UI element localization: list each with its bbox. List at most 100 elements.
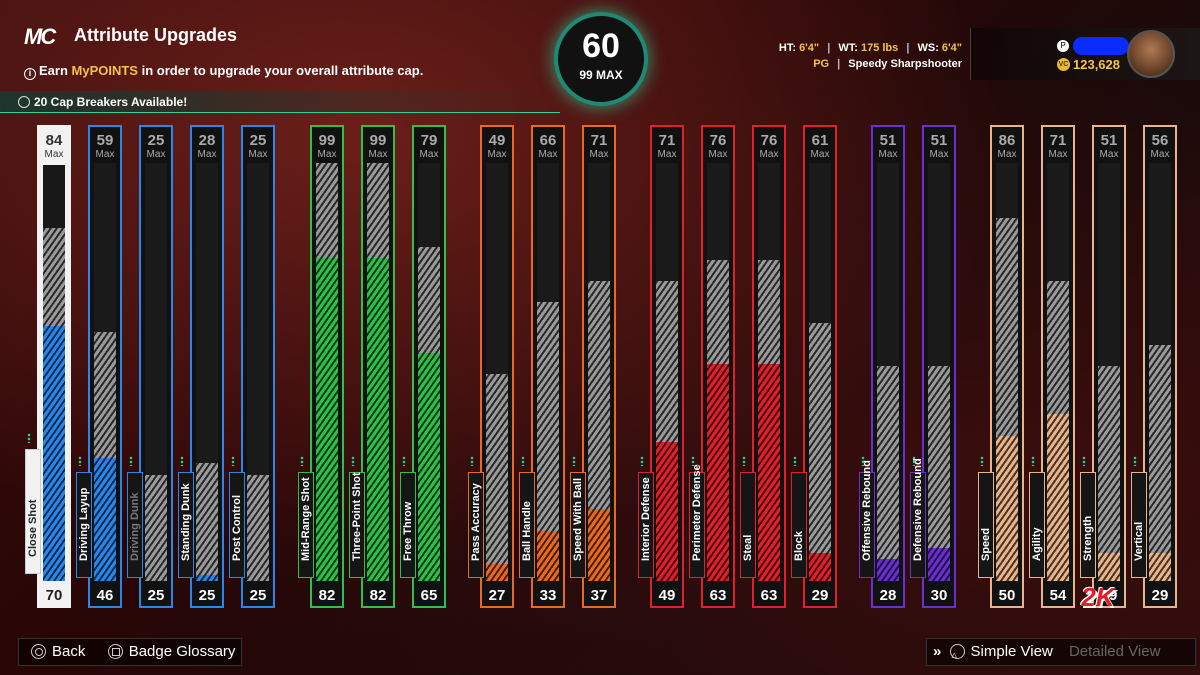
attribute-max-label: Max	[589, 149, 609, 160]
attribute-name: Three-Point Shot	[351, 472, 363, 561]
overall-rating: 60 99 MAX	[558, 16, 644, 102]
attribute-name-tab: Steal	[740, 472, 756, 578]
attribute-name: Vertical	[1133, 521, 1145, 561]
attribute-name-tab: Speed With Ball	[570, 472, 586, 578]
attribute-column[interactable]: 79 Max 65 Free Throw	[400, 125, 446, 608]
attribute-max-bar	[486, 374, 508, 581]
attribute-max-bar	[1149, 344, 1171, 581]
attribute-current-bar	[1149, 553, 1171, 581]
attribute-max-bar	[1098, 365, 1120, 581]
attribute-max-label: Max	[538, 149, 558, 160]
info-prefix: Earn	[39, 63, 72, 78]
attribute-max-value: 56	[1151, 132, 1169, 149]
attribute-max-value: 51	[879, 132, 897, 149]
upgrade-dots-icon	[521, 456, 525, 466]
attribute-name: Post Control	[231, 495, 243, 561]
attribute-bar-track	[145, 163, 167, 581]
attribute-column[interactable]: 28 Max 25 Standing Dunk	[178, 125, 224, 608]
attribute-current-bar	[656, 441, 678, 581]
attribute-column[interactable]: 99 Max 82 Three-Point Shot	[349, 125, 395, 608]
attribute-current-value: 63	[760, 587, 778, 604]
player-info: HT: 6'4" | WT: 175 lbs | WS: 6'4" PG | S…	[779, 40, 962, 72]
upgrade-dots-icon	[640, 456, 644, 466]
attribute-name: Ball Handle	[521, 501, 533, 561]
attribute-current-value: 25	[198, 587, 216, 604]
attribute-max-label: Max	[44, 149, 64, 160]
circle-button-icon	[31, 644, 46, 659]
attribute-column[interactable]: 71 Max 49 Interior Defense	[638, 125, 684, 608]
attribute-max-label: Max	[657, 149, 677, 160]
attribute-column[interactable]: 61 Max 29 Block	[791, 125, 837, 608]
detailed-view-button[interactable]: Detailed View	[1068, 643, 1161, 660]
upgrade-dots-icon	[793, 456, 797, 466]
footer-left: Back Badge Glossary	[18, 638, 242, 666]
upgrade-dots-icon	[129, 456, 133, 466]
attribute-column[interactable]: 76 Max 63 Perimeter Defense	[689, 125, 735, 608]
attribute-column[interactable]: 66 Max 33 Ball Handle	[519, 125, 565, 608]
info-icon: i	[24, 68, 36, 80]
upgrade-dots-icon	[470, 456, 474, 466]
attribute-name: Pass Accuracy	[470, 483, 482, 561]
attribute-max-label: Max	[146, 149, 166, 160]
attribute-current-value: 49	[658, 587, 676, 604]
attribute-max-value: 51	[930, 132, 948, 149]
attribute-bar-track	[43, 165, 65, 581]
attribute-column[interactable]: 59 Max 46 Driving Layup	[76, 125, 122, 608]
attribute-bar-track	[367, 163, 389, 581]
upgrade-dots-icon	[351, 456, 355, 466]
attribute-column[interactable]: 51 Max 29 Strength	[1080, 125, 1126, 608]
badge-glossary-button[interactable]: Badge Glossary	[107, 643, 235, 660]
attribute-column[interactable]: 84 Max 70 Close Shot	[25, 125, 71, 608]
upgrade-dots-icon	[572, 456, 576, 466]
attribute-current-bar	[1047, 413, 1069, 581]
attribute-max-label: Max	[95, 149, 115, 160]
separator: |	[906, 42, 910, 54]
attribute-column[interactable]: 51 Max 28 Offensive Rebound	[859, 125, 905, 608]
attribute-max-value: 28	[198, 132, 216, 149]
upgrade-dots-icon	[300, 456, 304, 466]
attribute-column[interactable]: 56 Max 29 Vertical	[1131, 125, 1177, 608]
attribute-max-label: Max	[997, 149, 1017, 160]
attribute-column[interactable]: 51 Max 30 Defensive Rebound	[910, 125, 956, 608]
attribute-bar-track	[928, 163, 950, 581]
attribute-column[interactable]: 76 Max 63 Steal	[740, 125, 786, 608]
attribute-bar-track	[996, 163, 1018, 581]
attribute-name-tab: Pass Accuracy	[468, 472, 484, 578]
attribute-max-bar	[928, 365, 950, 581]
attribute-name-tab: Standing Dunk	[178, 472, 194, 578]
upgrade-dots-icon	[78, 456, 82, 466]
attribute-bar-track	[877, 163, 899, 581]
attribute-max-bar	[809, 323, 831, 581]
attribute-column[interactable]: 71 Max 54 Agility	[1029, 125, 1075, 608]
attribute-current-bar	[537, 530, 559, 581]
attribute-max-label: Max	[197, 149, 217, 160]
attribute-name-tab: Block	[791, 472, 807, 578]
attribute-max-value: 66	[539, 132, 557, 149]
attribute-name-tab: Vertical	[1131, 472, 1147, 578]
attribute-current-bar	[877, 558, 899, 581]
simple-view-button[interactable]: Simple View	[949, 642, 1053, 668]
attribute-current-bar	[418, 352, 440, 581]
upgrade-dots-icon	[912, 456, 916, 466]
attribute-current-value: 65	[420, 587, 438, 604]
attribute-column[interactable]: 86 Max 50 Speed	[978, 125, 1024, 608]
attribute-max-label: Max	[878, 149, 898, 160]
attribute-name: Defensive Rebound	[912, 458, 924, 561]
attribute-max-label: Max	[368, 149, 388, 160]
attribute-current-value: 63	[709, 587, 727, 604]
attribute-bar-track	[247, 163, 269, 581]
attribute-column[interactable]: 49 Max 27 Pass Accuracy	[468, 125, 514, 608]
attribute-column[interactable]: 71 Max 37 Speed With Ball	[570, 125, 616, 608]
attribute-column[interactable]: 99 Max 82 Mid-Range Shot	[298, 125, 344, 608]
back-button[interactable]: Back	[31, 643, 85, 660]
upgrade-dots-icon	[27, 433, 31, 443]
attribute-bar-track	[758, 163, 780, 581]
attribute-max-bar	[196, 462, 218, 581]
archetype: Speedy Sharpshooter	[848, 58, 962, 70]
upgrade-dots-icon	[861, 456, 865, 466]
attribute-max-bar	[247, 475, 269, 581]
attribute-column[interactable]: 25 Max 25 Post Control	[229, 125, 275, 608]
attribute-current-bar	[94, 458, 116, 581]
attribute-name: Agility	[1031, 527, 1043, 561]
attribute-column[interactable]: 25 Max 25 Driving Dunk	[127, 125, 173, 608]
